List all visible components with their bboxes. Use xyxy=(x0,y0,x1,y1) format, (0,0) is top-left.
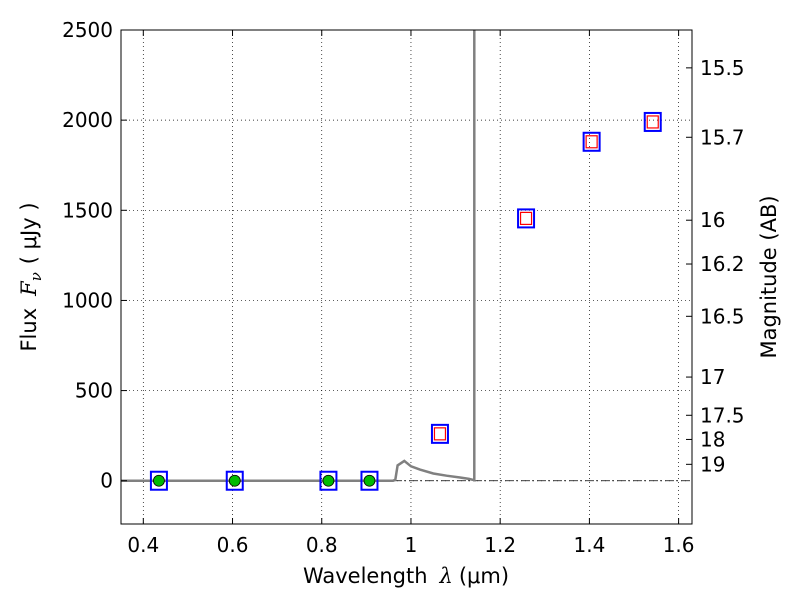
x-tick-label: 1.6 xyxy=(663,533,695,557)
y-tick-label: 500 xyxy=(75,379,113,403)
observed-flux-marker xyxy=(430,423,449,444)
x-tick-label: 0.4 xyxy=(127,533,159,557)
x-tick-label: 0.8 xyxy=(306,533,338,557)
model-spectrum-line xyxy=(121,30,476,482)
observed-flux-marker xyxy=(149,470,168,491)
observed-flux-marker xyxy=(225,470,244,491)
y2-tick-label: 16 xyxy=(700,208,725,232)
y-tick-label: 2500 xyxy=(62,18,113,42)
y2-tick-label: 16.2 xyxy=(700,252,745,276)
y2-tick-label: 16.5 xyxy=(700,304,745,328)
plot-frame xyxy=(120,29,693,525)
model-flux-circle-marker xyxy=(228,474,241,487)
observed-flux-marker xyxy=(517,208,536,229)
model-flux-square-marker xyxy=(646,115,659,129)
x-tick-label: 0.6 xyxy=(217,533,249,557)
observed-flux-marker xyxy=(319,470,338,491)
model-flux-square-marker xyxy=(433,427,447,441)
model-flux-square-marker xyxy=(519,211,533,226)
y2-tick-label: 18 xyxy=(700,427,725,451)
axis-ticks: 0.4 0.6 0.8 1 1.2 1.4 1.6 0 500 1000 1500 2000 2500 1… xyxy=(62,18,744,557)
y-tick-label: 0 xyxy=(100,469,113,493)
y2-tick-label: 15.7 xyxy=(700,125,745,149)
model-flux-square-marker xyxy=(585,135,598,149)
y2-tick-label: 17.5 xyxy=(700,403,745,427)
y-tick-label: 1000 xyxy=(62,288,113,312)
y-tick-label: 1500 xyxy=(62,198,113,222)
x-tick-label: 1 xyxy=(405,533,418,557)
observed-flux-marker xyxy=(360,470,379,491)
y-tick-label: 2000 xyxy=(62,108,113,132)
y-axis-label: FluxFν( μJy ) xyxy=(17,202,45,351)
y2-tick-label: 15.5 xyxy=(700,56,745,80)
x-tick-label: 1.4 xyxy=(573,533,605,557)
grid-lines xyxy=(121,29,692,524)
model-flux-circle-marker xyxy=(322,474,335,487)
y2-tick-label: 17 xyxy=(700,365,725,389)
data-layer xyxy=(121,30,662,491)
model-flux-circle-marker xyxy=(363,474,376,487)
x-tick-label: 1.2 xyxy=(484,533,516,557)
y2-tick-label: 19 xyxy=(700,452,725,476)
observed-flux-marker xyxy=(582,131,601,152)
model-flux-circle-marker xyxy=(153,474,165,487)
observed-flux-marker xyxy=(643,111,662,132)
x-axis-label: Wavelength λ (μm) xyxy=(303,564,509,588)
y2-axis-label: Magnitude (AB) xyxy=(757,195,781,358)
